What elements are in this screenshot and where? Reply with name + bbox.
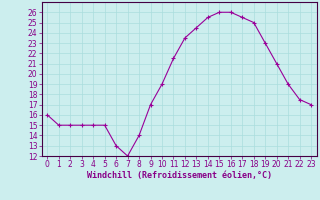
X-axis label: Windchill (Refroidissement éolien,°C): Windchill (Refroidissement éolien,°C) [87, 171, 272, 180]
